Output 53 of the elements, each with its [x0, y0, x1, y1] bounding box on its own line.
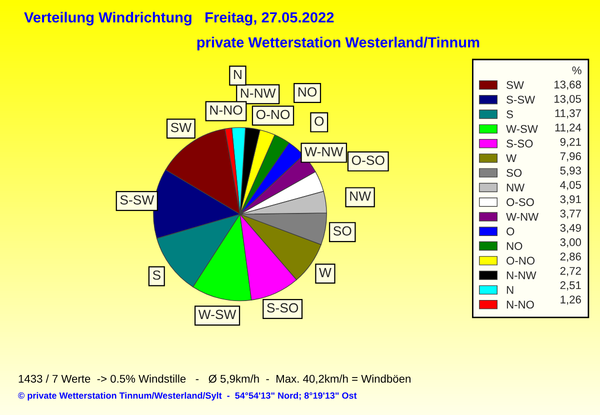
legend-label: O	[506, 227, 514, 236]
chart-subtitle: private Wetterstation Westerland/Tinnum	[197, 36, 480, 50]
legend-label: W-SW	[506, 125, 538, 133]
legend-label: NW	[506, 184, 525, 192]
category-label: N	[234, 70, 242, 80]
slice-label: SO	[333, 226, 352, 236]
legend-label: SO	[506, 168, 522, 177]
data-label: 3,49	[560, 224, 581, 234]
legend-label: S-SO	[506, 140, 533, 148]
slice-label: W	[319, 268, 332, 278]
legend-label: N-NO	[506, 300, 534, 309]
slice-label: W-NW	[304, 147, 344, 156]
data-label: 1,26	[560, 296, 581, 305]
slice-label: W-SW	[198, 310, 236, 320]
slice-label: SW	[170, 122, 192, 132]
chart-title: Verteilung Windrichtung Freitag, 27.05.2022	[24, 12, 334, 26]
data-label: 3,91	[560, 195, 581, 204]
data-label: 2,86	[560, 252, 581, 262]
data-label: 2,72	[560, 266, 581, 276]
data-label: 11,37	[555, 109, 581, 118]
slice-label: O-NO	[256, 110, 290, 120]
legend-label: W	[506, 154, 517, 162]
slice-label: NW	[350, 192, 372, 201]
slice-label: S	[152, 270, 160, 280]
data-label: 3,00	[560, 238, 582, 248]
text: 1433 / 7 Werte -> 0.5% Windstille - Ø 5,9km/h - Max. 40,2km/h = Windböen	[18, 374, 410, 384]
slice-label: N-NW	[240, 88, 276, 98]
slice-label: S-SW	[120, 195, 154, 205]
legend-title: %	[572, 66, 582, 74]
slice-label: NO	[298, 87, 317, 97]
data-label: 7,96	[560, 152, 581, 162]
slice-label: N-NO	[210, 105, 242, 115]
legend-label: W-NW	[506, 212, 539, 221]
data-label: 3,77	[560, 210, 581, 219]
legend-label: N	[506, 286, 514, 294]
slice-label: S-SO	[267, 303, 298, 313]
data-label: 13,68	[554, 80, 581, 90]
legend-label: SW	[506, 81, 524, 89]
text: © private Wetterstation Tinnum/Westerland/Sylt - 54°54'13" Nord; 8°19'13" Ost	[18, 392, 357, 401]
legend-label: NO	[506, 242, 522, 250]
slice-label: O	[314, 116, 324, 126]
data-label: 9,21	[560, 138, 581, 148]
data-label: 4,05	[560, 180, 581, 190]
legend-label: S-SW	[506, 96, 536, 104]
data-label: 2,51	[560, 281, 581, 290]
legend-label: O-SO	[506, 198, 534, 206]
legend-label: O-NO	[506, 256, 535, 265]
legend-label: N-NW	[506, 272, 536, 280]
data-label: 5,93	[560, 166, 581, 176]
slice-label: O-SO	[352, 156, 384, 165]
data-label: 11,24	[555, 124, 582, 133]
data-label: 13,05	[554, 94, 581, 104]
legend-label: S	[506, 110, 513, 118]
